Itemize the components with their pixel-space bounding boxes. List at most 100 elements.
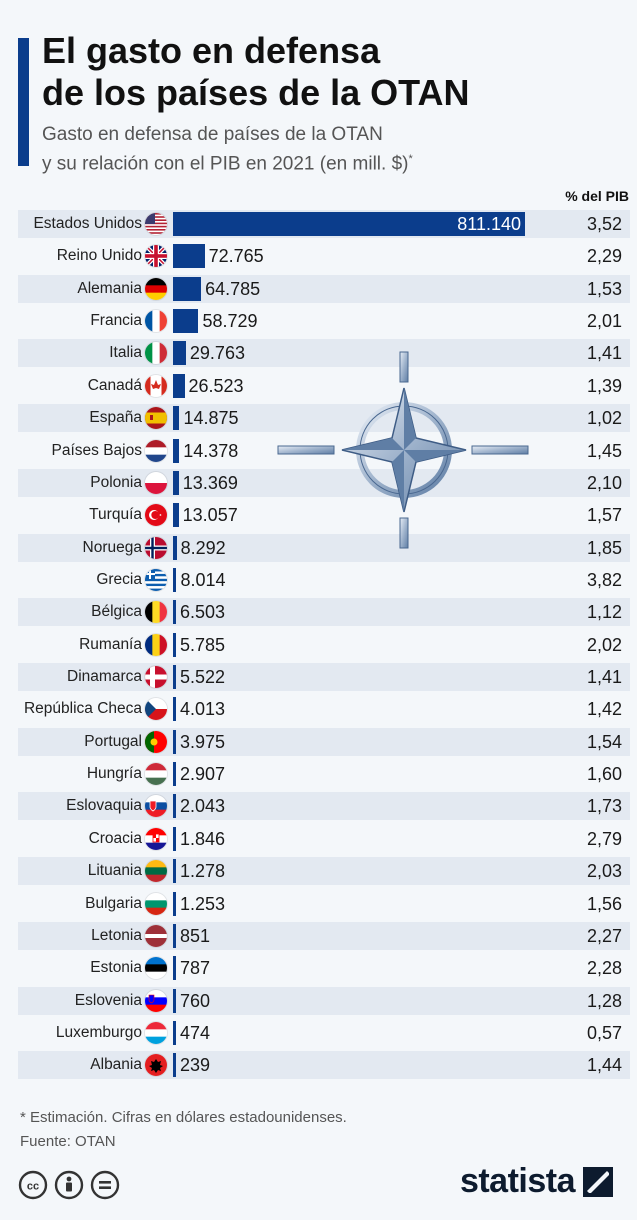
attribution-icon[interactable]: [54, 1170, 84, 1200]
chart-row: Alemania 64.785 1,53: [18, 273, 630, 305]
category-label: Estados Unidos: [33, 215, 142, 232]
category-label: Eslovenia: [74, 991, 142, 1009]
no-derivatives-icon[interactable]: [90, 1170, 120, 1200]
subtitle-line-1: Gasto en defensa de países de la OTAN: [42, 124, 383, 145]
bar: [173, 309, 199, 334]
flag-hr-icon: [145, 827, 167, 850]
value-label: 13.057: [182, 505, 238, 526]
pib-percent-label: 2,27: [586, 925, 622, 946]
bar: [173, 535, 177, 560]
bar: [173, 276, 202, 301]
flag-no-icon: [145, 536, 167, 559]
value-label: 2.907: [180, 764, 226, 785]
pib-percent-label: 2,79: [586, 828, 622, 849]
category-label: Albania: [90, 1056, 142, 1074]
flag-ca-icon: [145, 374, 167, 397]
bar: [173, 923, 176, 948]
flag-es-icon: [145, 407, 167, 430]
flag-it-icon: [145, 342, 167, 365]
value-label: 239: [180, 1055, 211, 1076]
category-label: República Checa: [23, 700, 142, 718]
flag-ee-icon: [145, 957, 167, 980]
row-stripe: [18, 598, 563, 627]
flag-lv-icon: [145, 924, 167, 947]
row-stripe: [18, 274, 563, 303]
category-label: Croacia: [88, 829, 142, 847]
pib-percent-label: 1,57: [586, 505, 622, 526]
chart-row: Letonia 851 2,27: [18, 920, 630, 952]
row-stripe: [18, 727, 563, 756]
bar: [173, 762, 176, 787]
chart-row: Croacia 1.846 2,79: [18, 823, 630, 855]
pib-percent-label: 1,53: [586, 278, 622, 299]
cc-icon[interactable]: cc: [18, 1170, 48, 1200]
category-label: Bulgaria: [85, 894, 142, 912]
value-label: 1.253: [180, 893, 226, 914]
row-stripe-pib: [563, 792, 630, 821]
pib-percent-label: 1,28: [586, 990, 622, 1011]
nato-emblem-icon: [277, 351, 529, 549]
bar: [173, 1021, 176, 1045]
bar: [173, 212, 525, 236]
flag-us-icon: [145, 213, 167, 235]
row-stripe-pib: [563, 921, 630, 950]
category-label: Noruega: [82, 538, 142, 556]
row-stripe-pib: [563, 339, 630, 368]
bar: [173, 697, 176, 722]
value-label: 58.729: [202, 311, 258, 332]
page-subtitle: Gasto en defensa de países de la OTAN y …: [42, 122, 602, 176]
flag-lt-icon: [145, 860, 167, 883]
source-label: Fuente: OTAN: [20, 1133, 116, 1150]
row-stripe: [18, 663, 563, 692]
category-label: Turquía: [89, 506, 142, 524]
footnote-estimation: * Estimación. Cifras en dólares estadoun…: [20, 1109, 347, 1126]
bar: [173, 859, 176, 884]
chart-row: Albania 239 1,44: [18, 1049, 630, 1081]
row-stripe-pib: [563, 986, 630, 1015]
category-label: Estonia: [90, 959, 142, 977]
value-label: 14.378: [183, 440, 239, 461]
value-label: 72.765: [208, 246, 264, 267]
pib-column-header: % del PIB: [565, 188, 629, 204]
chart-row: Luxemburgo 474 0,57: [18, 1017, 630, 1049]
category-label: Países Bajos: [51, 441, 142, 459]
value-label: 1.278: [180, 861, 226, 882]
flag-pt-icon: [145, 730, 167, 753]
category-label: Alemania: [77, 279, 142, 297]
category-label: Polonia: [90, 473, 142, 491]
row-stripe-pib: [563, 663, 630, 692]
row-stripe-pib: [563, 857, 630, 886]
bar: [173, 567, 177, 592]
chart-row: Dinamarca 5.522 1,41: [18, 661, 630, 693]
pib-percent-label: 1,54: [586, 731, 622, 752]
bar: [173, 244, 205, 269]
bar: [173, 794, 176, 819]
category-label: Reino Unido: [56, 247, 142, 265]
row-stripe-pib: [563, 1051, 630, 1080]
chart-row: Bulgaria 1.253 1,56: [18, 888, 630, 920]
row-stripe: [18, 792, 563, 821]
value-label: 29.763: [189, 343, 245, 364]
flag-hu-icon: [145, 763, 167, 786]
row-stripe: [18, 1051, 563, 1080]
chart-row: España 14.875 1,02: [18, 402, 630, 434]
bar: [173, 438, 180, 463]
row-stripe: [18, 533, 563, 562]
category-label: Grecia: [96, 570, 142, 588]
bar: [173, 503, 179, 528]
statista-wordmark: statista: [459, 1162, 576, 1200]
value-label: 474: [180, 1023, 211, 1043]
flag-tr-icon: [145, 504, 167, 527]
pib-percent-label: 0,57: [586, 1023, 622, 1043]
value-label: 787: [180, 958, 211, 979]
row-stripe-pib: [563, 274, 630, 303]
value-label: 3.975: [180, 731, 226, 752]
category-label: Italia: [109, 344, 142, 362]
chart-row: Turquía 13.057 1,57: [18, 499, 630, 531]
statista-logo[interactable]: statista: [460, 1162, 613, 1201]
row-stripe-pib: [563, 598, 630, 627]
pib-percent-label: 2,03: [586, 861, 622, 882]
title-accent-bar: [18, 38, 29, 166]
category-label: Hungría: [86, 765, 142, 783]
chart-row: Bélgica 6.503 1,12: [18, 596, 630, 628]
